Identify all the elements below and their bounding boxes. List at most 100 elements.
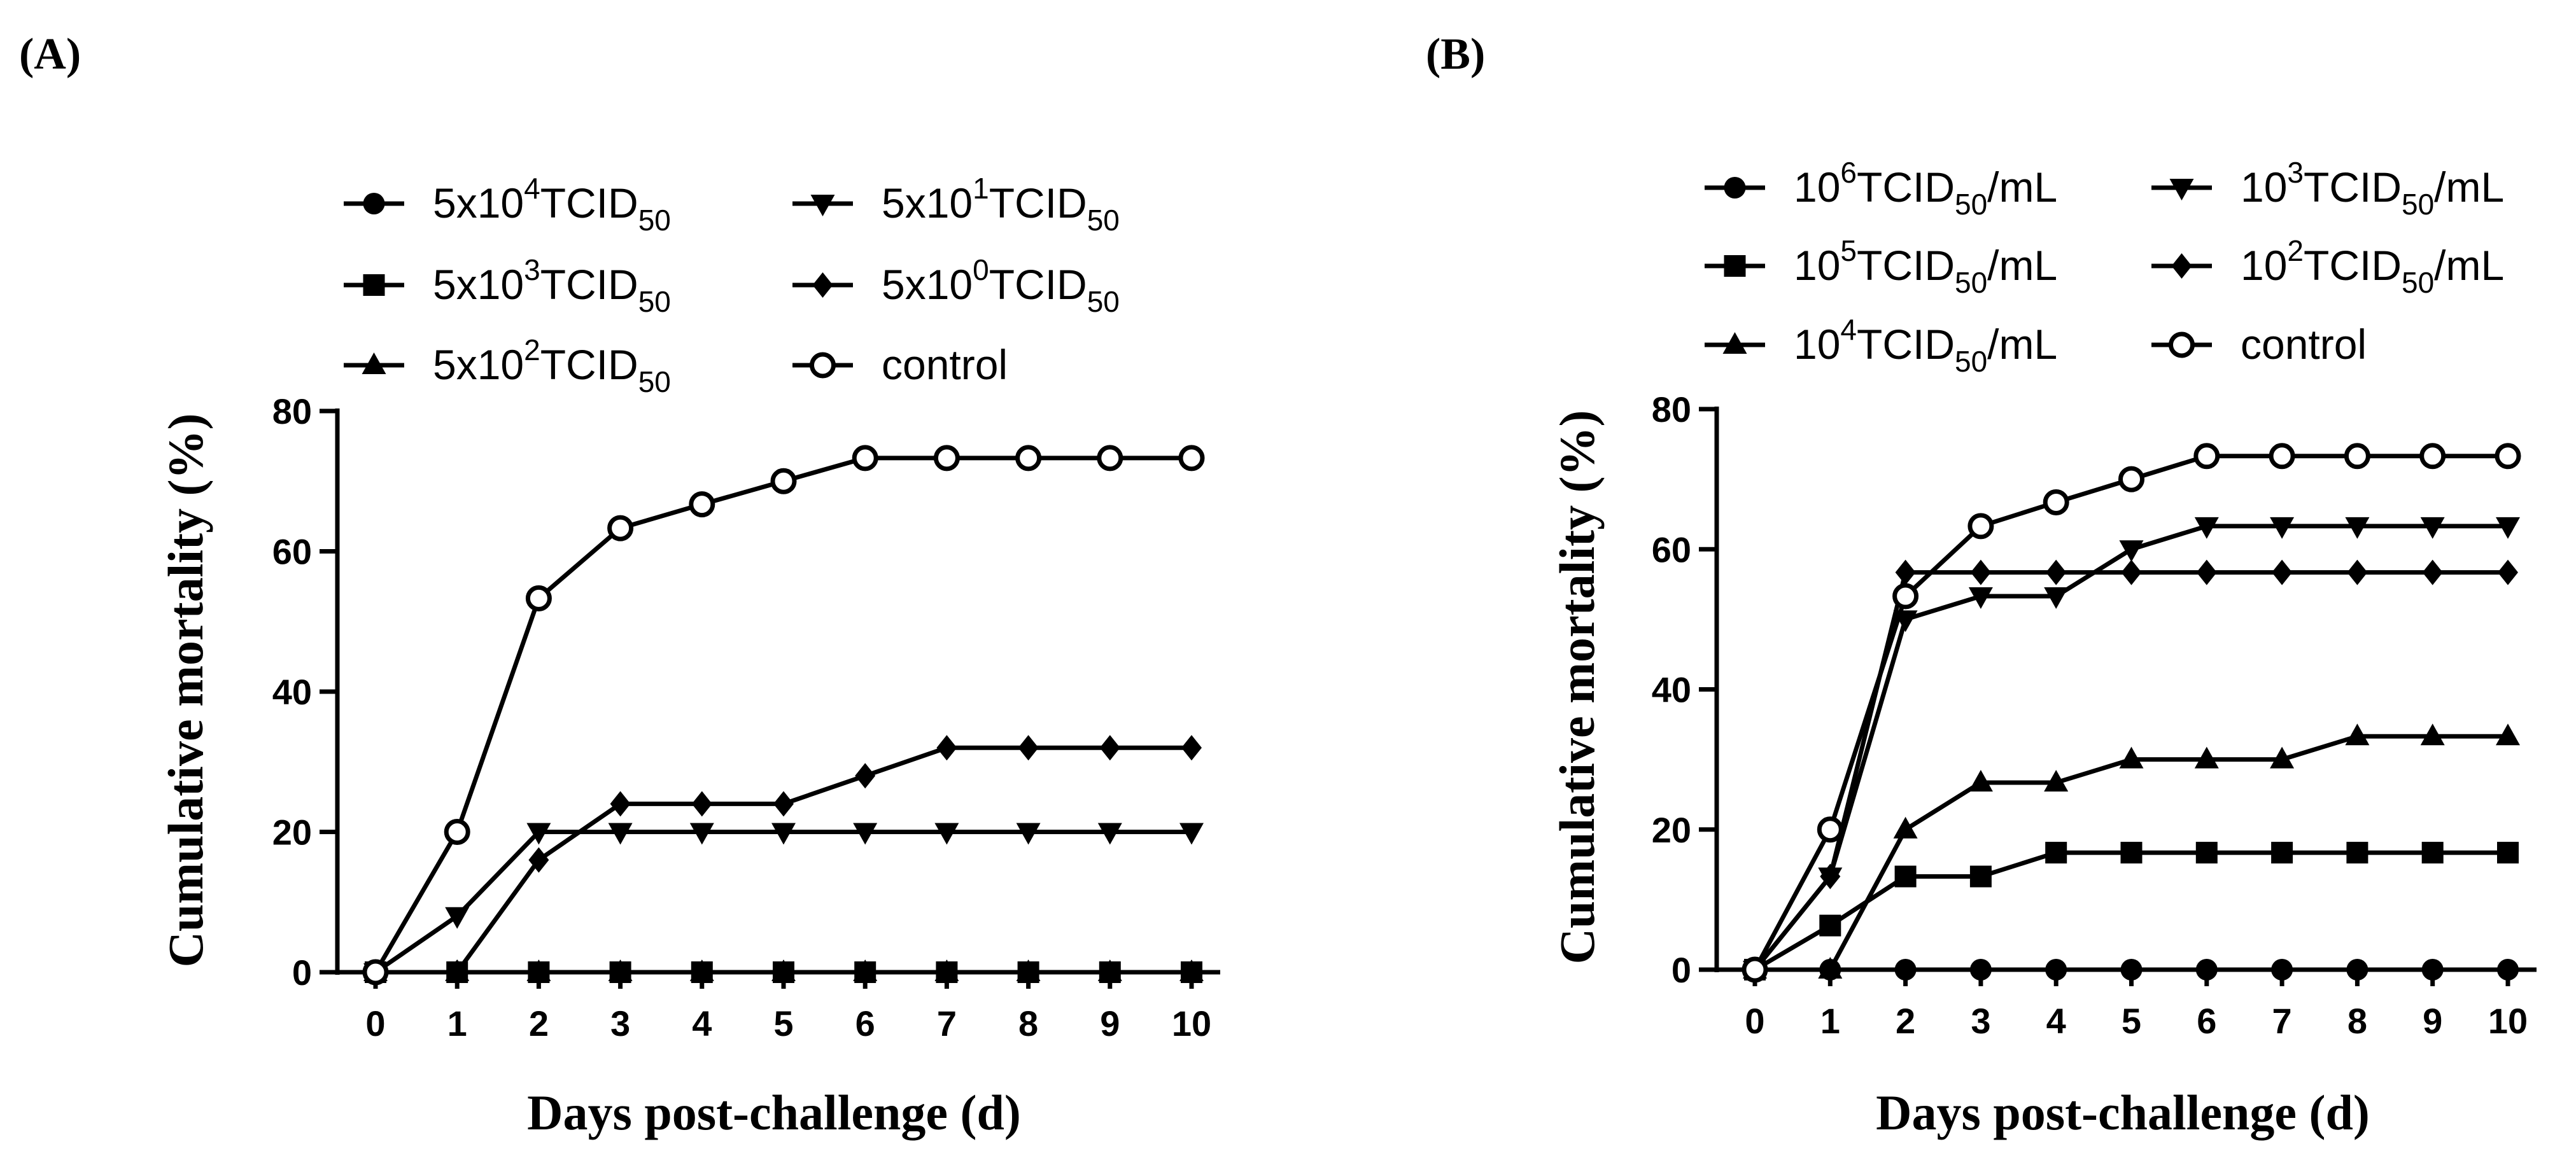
panel-b-legend-label-tail: /mL <box>1987 164 2057 211</box>
panel-b-legend-entry: 104TCID50/mL <box>1705 313 2057 378</box>
panel-a-series-3-point <box>934 823 959 845</box>
panel-a-legend-entry: 5x101TCID50 <box>792 172 1120 237</box>
panel-a-legend-label: control <box>882 341 1008 388</box>
panel-a-series-3-point <box>853 823 878 845</box>
panel-a-legend-entry: 5x102TCID50 <box>344 333 671 398</box>
panel-b-legend-entry: 106TCID50/mL <box>1705 156 2057 221</box>
panel-b-series-4-line <box>1753 570 2508 972</box>
panel-a-x-tick-label: 9 <box>1100 1003 1120 1043</box>
panel-b-series-2-point <box>2420 723 2445 746</box>
panel-a-legend-label-main: TCID <box>540 341 638 388</box>
panel-a-series-3-point <box>445 907 470 929</box>
panel-a-legend-label-main: TCID <box>989 179 1087 227</box>
panel-a-series-4-line <box>376 745 1192 975</box>
panel-b-legend-label-base: 10 <box>1794 321 1840 368</box>
panel-b-legend-entry: 103TCID50/mL <box>2151 156 2504 221</box>
panel-a-legend-label-base: control <box>882 341 1008 388</box>
panel-a-x-axis-title: Days post-challenge (d) <box>527 1085 1021 1140</box>
panel-b-series-3-point <box>2044 587 2069 610</box>
panel-b-series-5-point <box>2269 443 2295 470</box>
panel-b-legend-label-base: 10 <box>1794 242 1840 289</box>
panel-b-series-3-point <box>2119 540 2144 562</box>
panel-a-x-tick-label: 5 <box>773 1003 793 1043</box>
panel-b-series-4-point <box>1895 559 1916 585</box>
panel-b-series-0-point <box>2120 959 2143 980</box>
panel-b-plot: 0 20 40 60 80 0 1 2 3 4 5 6 7 8 9 10 <box>1652 389 2537 1041</box>
panel-a-series-3-point <box>1179 823 1204 845</box>
panel-a-series-5-point <box>770 468 797 494</box>
panel-a-legend-label-sub: 50 <box>638 204 671 237</box>
panel-b-series-1-point <box>2421 842 2444 864</box>
panel-b-series-5-point <box>1817 816 1843 843</box>
panel-b-legend-label-tail: /mL <box>1987 242 2057 289</box>
panel-a-legend-label-base: 5x10 <box>433 261 524 308</box>
panel-a-x-tick-label: 6 <box>855 1003 875 1043</box>
panel-b-series-4-point <box>2347 559 2368 585</box>
panel-b-series-5-point <box>2118 466 2144 492</box>
panel-a-series-4-point <box>447 959 468 985</box>
panel-a-series-5-point <box>933 445 960 471</box>
panel-b-legend-label: 106TCID50/mL <box>1794 156 2057 221</box>
panel-a-legend-entry: 5x100TCID50 <box>792 253 1120 318</box>
panel-b-series-4-point <box>2272 559 2293 585</box>
panel-a-series-4-point <box>1099 735 1120 761</box>
panel-a-x-tick-label: 4 <box>692 1003 712 1043</box>
panel-a-legend-label: 5x102TCID50 <box>433 333 671 398</box>
panel-b-series-4-point <box>2498 559 2518 585</box>
panel-a-legend-entry: 5x104TCID50 <box>344 172 671 237</box>
panel-b-legend-label-sup: 5 <box>1840 234 1857 267</box>
panel-a-legend-label-sup: 2 <box>524 333 540 366</box>
panel-b-series-2-point <box>2345 723 2370 746</box>
panel-b-legend-label-tail: /mL <box>2434 164 2504 211</box>
panel-b-series-1-point <box>2120 842 2143 864</box>
panel-a-legend-label-sub: 50 <box>1087 204 1120 237</box>
panel-a-y-tick-label: 20 <box>272 813 312 853</box>
panel-a-series-3-point <box>1097 823 1122 845</box>
panel-a-series-2-point <box>1097 959 1122 981</box>
panel-b-legend-label-sub: 50 <box>2402 188 2434 221</box>
panel-a-plot: 0 20 40 60 80 0 1 2 3 4 5 6 7 8 9 10 <box>272 391 1220 1043</box>
panel-a-legend-marker <box>812 272 833 298</box>
panel-a-legend-label-base: 5x10 <box>882 179 973 227</box>
panel-b-series-5-point <box>1892 583 1919 610</box>
panel-a-legend-marker <box>810 195 835 216</box>
panel-b-legend-label: 103TCID50/mL <box>2241 156 2504 221</box>
panel-b-series-1-point <box>1969 865 1992 888</box>
panel-a-legend-label-sub: 50 <box>638 285 671 318</box>
panel-b-legend-label-sup: 3 <box>2287 156 2304 189</box>
panel-b-series-5-point <box>2344 443 2370 470</box>
panel-a-legend-label-sub: 50 <box>1087 285 1120 318</box>
panel-b-series-4-point <box>1970 559 1991 585</box>
panel-a-legend-label-base: 5x10 <box>882 261 973 308</box>
panel-a-series-2-point <box>853 959 878 981</box>
panel-b-series-1-point <box>2346 842 2368 864</box>
panel-b-x-tick-label: 6 <box>2197 1001 2216 1041</box>
panel-b-series-0-point <box>2195 959 2218 980</box>
panel-a-y-tick-label: 60 <box>272 532 312 572</box>
panel-b-x-tick-label: 9 <box>2423 1001 2442 1041</box>
panel-a-x-tick-label: 7 <box>937 1003 957 1043</box>
panel-b-legend-label-base: 10 <box>2241 242 2287 289</box>
panel-b-y-axis-title: Cumulative mortality (%) <box>1549 410 1605 965</box>
panel-a-legend-marker <box>362 352 386 374</box>
panel-b-series-2-point <box>2194 746 2219 769</box>
panel-b-legend-marker <box>2171 253 2192 279</box>
panel-b-x-tick-label: 10 <box>2488 1001 2528 1041</box>
panel-a-legend-label: 5x101TCID50 <box>882 172 1120 237</box>
panel-b-series-5-point <box>2495 443 2521 470</box>
panel-b-legend-entry: 105TCID50/mL <box>1705 234 2057 299</box>
panel-a-legend-label-sub: 50 <box>638 365 671 398</box>
panel-b-x-tick-label: 2 <box>1896 1001 1915 1041</box>
panel-b-series-4-point <box>1820 863 1841 889</box>
panel-b-series-1-point <box>1819 914 1841 937</box>
panel-b-legend-label-main: TCID <box>1857 321 1955 368</box>
panel-b-series-3-point <box>1893 610 1918 632</box>
panel-b-x-tick-label: 0 <box>1745 1001 1764 1041</box>
panel-b-legend-label-base: 10 <box>2241 164 2287 211</box>
panel-a-series-3-point <box>526 823 551 845</box>
panel-a-legend-label-main: TCID <box>540 261 638 308</box>
panel-a-series-5-line <box>373 456 1192 973</box>
panel-b-y-tick-label: 40 <box>1652 670 1691 710</box>
panel-b-series-3-point <box>2345 517 2370 539</box>
panel-b-x-axis-title: Days post-challenge (d) <box>1876 1085 2370 1140</box>
